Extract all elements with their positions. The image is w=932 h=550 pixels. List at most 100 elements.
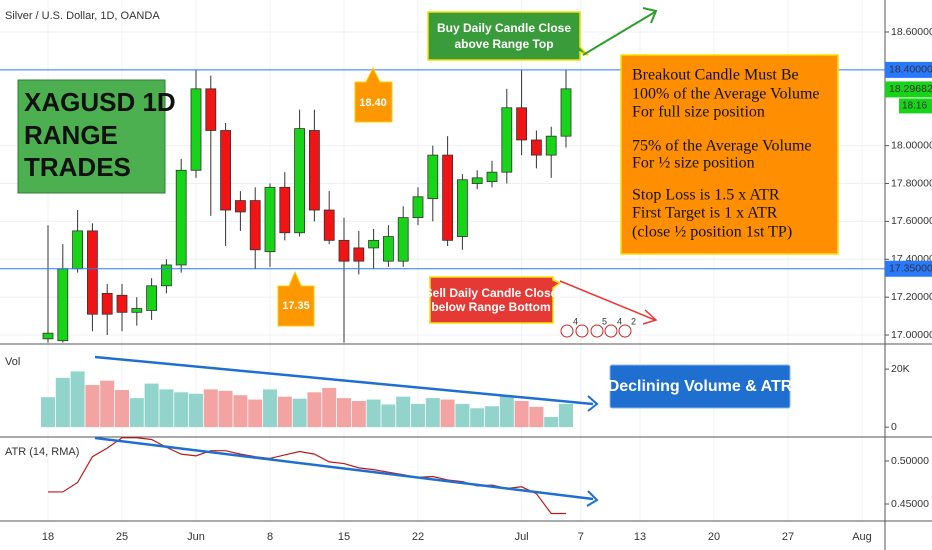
volume-bar [144, 383, 159, 428]
volume-bar [263, 389, 277, 428]
candle-body [116, 294, 128, 313]
candle-body [72, 230, 83, 270]
level-tag [885, 61, 932, 78]
y-tick-label: 0.50000 [891, 455, 929, 467]
candle-body [131, 308, 143, 313]
sell-arrow [559, 280, 656, 321]
volume-bar [203, 389, 218, 428]
volume-bar [115, 389, 129, 428]
rules-text: For ½ size position [632, 155, 755, 172]
volume-bar [189, 393, 203, 428]
x-tick-label: 7 [578, 531, 584, 543]
price-bubble [277, 270, 315, 327]
level-tag-text: 18.40000 [889, 64, 932, 76]
candle-body [353, 247, 365, 262]
x-tick-label: Aug [852, 531, 872, 543]
rules-text: 75% of the Average Volume [632, 138, 812, 155]
volume-bar [85, 385, 100, 428]
candle-body [87, 230, 98, 315]
x-tick-label: 22 [412, 531, 424, 543]
candle-body [471, 177, 483, 184]
rules-text: Breakout Candle Must Be [632, 67, 799, 84]
candle-body [220, 130, 232, 211]
volume-bar [544, 416, 559, 428]
y-tick-label: 17.00000 [891, 329, 932, 341]
volume-bar [248, 399, 263, 428]
candle-body [545, 135, 557, 156]
price-bubble [354, 66, 393, 123]
sell-arrow-head [642, 309, 658, 325]
volume-bar [396, 396, 411, 428]
candle-body [160, 264, 172, 287]
volume-trend-line [94, 355, 594, 406]
candle-body [57, 268, 69, 342]
rules-text: First Target is 1 x ATR [632, 205, 778, 222]
events: 4 5 4 2 [560, 316, 636, 338]
candle-body [175, 169, 187, 266]
rules-text: 100% of the Average Volume [632, 86, 820, 103]
arrow-head [587, 395, 599, 412]
pane-title: Vol [5, 356, 20, 368]
volume-bar [322, 387, 337, 428]
candle-body [516, 107, 527, 141]
volume-bar [174, 392, 189, 428]
level-tag [885, 260, 932, 277]
symbol-text: TRADES [24, 152, 131, 182]
candle-body [501, 107, 513, 173]
event-icon [618, 324, 632, 338]
y-tick-label: 0.45000 [891, 498, 929, 510]
candle-body [308, 130, 320, 211]
candle-body [338, 239, 350, 262]
candle-body [531, 139, 542, 156]
candle-body [486, 171, 498, 183]
volume-bar [529, 406, 544, 428]
volume-bar [292, 398, 307, 428]
arrow-head [586, 490, 599, 507]
y-tick-label: 20K [891, 363, 910, 375]
candle-body [190, 88, 202, 171]
volume-bar [70, 371, 85, 428]
sell-note-text: below Range Bottom [431, 300, 550, 314]
volume-bar [351, 401, 366, 428]
pane-title: ATR (14, RMA) [5, 446, 79, 458]
volume-bar [411, 403, 425, 428]
candle-body [294, 128, 306, 234]
buy-note-text: Buy Daily Candle Close [437, 21, 571, 35]
y-tick-label: 17.80000 [891, 177, 932, 189]
candle-body [323, 209, 335, 241]
volume-bar [425, 398, 440, 428]
event-icon [575, 324, 589, 338]
y-tick-label: 0 [891, 421, 897, 433]
candle-body [456, 179, 468, 237]
volume-bar [455, 403, 470, 428]
event-count: 4 [617, 316, 622, 326]
buy-arrow-head [642, 7, 658, 24]
x-tick-label: 18 [42, 531, 54, 543]
y-tick-label: 18.60000 [891, 26, 932, 38]
rules-text: For full size position [632, 104, 765, 121]
volume-bar [55, 377, 70, 428]
volume-bar [277, 396, 292, 428]
volume-bar [514, 401, 529, 428]
candle-body [382, 236, 394, 262]
volume-bar [485, 406, 499, 428]
x-tick-label: 27 [782, 531, 794, 543]
buy-note-box [427, 11, 589, 61]
symbol-text: RANGE [24, 120, 118, 150]
level-tag-text: 17.35000 [889, 263, 932, 275]
buy-note-text: above Range Top [454, 37, 553, 51]
x-tick-label: 15 [338, 531, 350, 543]
x-tick-label: 20 [708, 531, 720, 543]
sell-note-box [429, 276, 562, 324]
event-icon [604, 324, 618, 338]
candle-body [234, 200, 246, 213]
atr-trend-line [94, 436, 594, 501]
volume-bar [159, 389, 174, 428]
chart-title: Silver / U.S. Dollar, 1D, OANDA [5, 10, 160, 22]
event-icon [560, 324, 574, 338]
y-tick-label: 18.00000 [891, 139, 932, 151]
rules-text: (close ½ position 1st TP) [632, 224, 792, 241]
volume-bar [129, 398, 144, 428]
